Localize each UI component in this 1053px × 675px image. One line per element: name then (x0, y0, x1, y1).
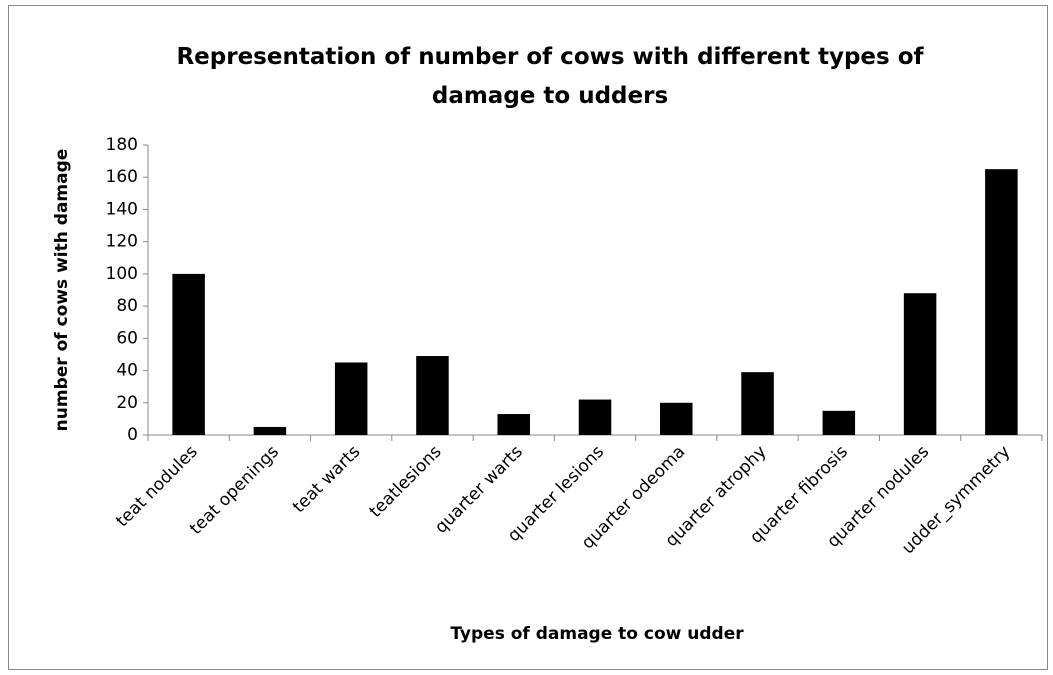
chart-border (8, 5, 1048, 670)
bar (578, 399, 612, 435)
y-tick-label: 120 (106, 232, 138, 252)
bar (172, 273, 205, 435)
bar (334, 362, 368, 435)
y-axis-title: number of cows with damage (52, 149, 72, 432)
bar (985, 169, 1018, 435)
y-tick-label: 140 (106, 199, 138, 219)
bar (253, 426, 287, 435)
y-tick-label: 60 (116, 328, 138, 348)
x-axis-title: Types of damage to cow udder (450, 624, 744, 644)
bar (660, 402, 693, 435)
y-tick-label: 40 (116, 361, 138, 381)
bar (416, 356, 449, 435)
x-tick-label: teatlesions (366, 442, 446, 522)
bar (741, 372, 774, 435)
y-tick-label: 100 (106, 264, 138, 284)
y-tick-label: 20 (116, 393, 138, 413)
y-tick-label: 80 (116, 296, 138, 316)
y-tick-label: 180 (106, 135, 138, 155)
chart-title: Representation of number of cows with di… (176, 44, 924, 109)
x-tick-label: teat nodules (112, 442, 201, 531)
bar (497, 414, 530, 435)
x-tick-label: teat warts (289, 442, 364, 517)
bar (903, 293, 937, 435)
y-tick-label: 0 (127, 425, 138, 445)
y-tick-label: 160 (106, 167, 138, 187)
bar (822, 410, 856, 435)
